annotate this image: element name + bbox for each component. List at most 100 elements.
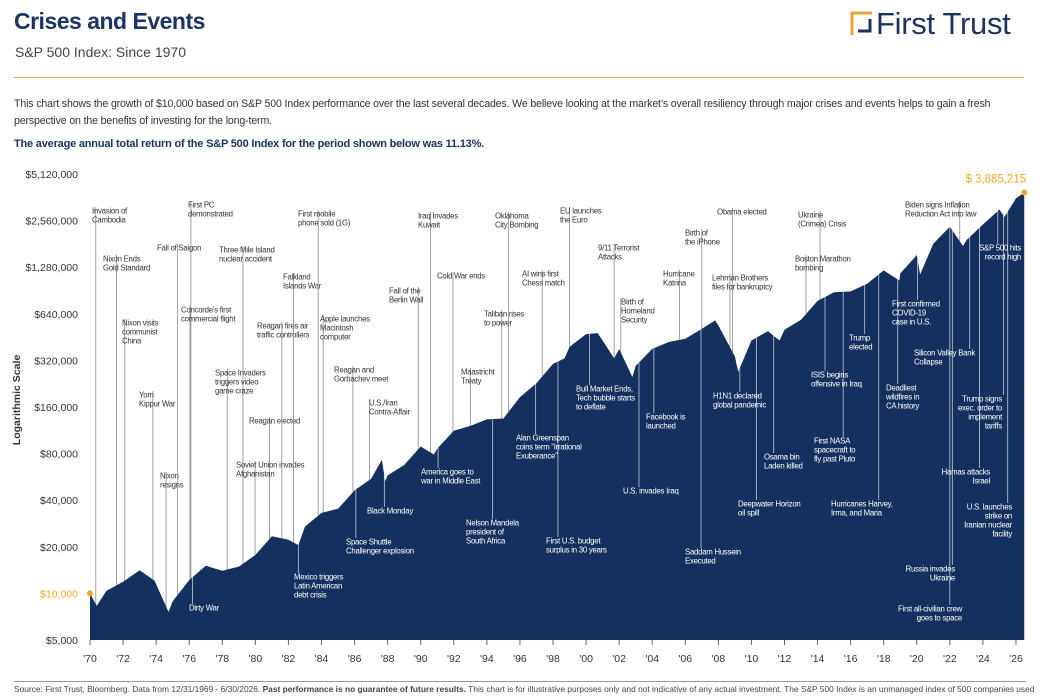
annotation: Nixon visits xyxy=(122,319,159,328)
annotation: First mobile xyxy=(298,210,335,219)
annotation: strike on xyxy=(985,512,1012,521)
annotation: global pandemic xyxy=(713,401,766,410)
annotation: Berlin Wall xyxy=(389,296,424,305)
annotation: Black Monday xyxy=(367,507,413,516)
annotation: Gold Standard xyxy=(103,264,150,273)
annotation: surplus in 30 years xyxy=(546,546,607,555)
subtitle: S&P 500 Index: Since 1970 xyxy=(15,44,186,60)
annotation: U.S./Iran xyxy=(369,399,398,408)
annotation: Kuwait xyxy=(418,221,441,230)
annotation: Hurricanes Harvey, xyxy=(831,500,893,509)
annotation: Israel xyxy=(972,477,990,486)
annotation: Trump xyxy=(849,334,871,343)
x-tick-label: '96 xyxy=(513,653,527,665)
annotation: ISIS begins xyxy=(811,371,848,380)
x-tick-label: '02 xyxy=(612,653,626,665)
annotation: Nixon Ends xyxy=(103,255,141,264)
annotation: to power xyxy=(484,319,513,328)
annotation: Reagan and xyxy=(334,366,374,375)
footer-note: This chart is for illustrative purposes … xyxy=(468,684,1034,694)
annotation: Reduction Act into law xyxy=(905,210,977,219)
x-tick-label: '82 xyxy=(282,653,296,665)
annotation: Maastricht xyxy=(461,368,496,377)
y-axis-title: Logarithmic Scale xyxy=(11,355,23,446)
annotation: Tech bubble starts xyxy=(576,394,635,403)
annotation: exec. order to xyxy=(958,404,1003,413)
annotation: launched xyxy=(646,422,676,431)
annotation: Nelson Mandela xyxy=(466,519,520,528)
annotation: Bull Market Ends, xyxy=(576,385,633,394)
annotation: Cambodia xyxy=(92,216,126,225)
x-tick-label: '84 xyxy=(315,653,329,665)
annotation: Laden killed xyxy=(764,462,803,471)
annotation: resigns xyxy=(160,481,184,490)
annotation: Concorde’s first xyxy=(181,306,232,315)
annotation: spacecraft to xyxy=(814,446,856,455)
annotation: Kippur War xyxy=(139,400,176,409)
logo-icon xyxy=(850,11,872,35)
annotation: Hamas attacks xyxy=(942,468,991,477)
annotation: Osama bin xyxy=(764,453,799,462)
annotation: Security xyxy=(621,316,648,325)
x-tick-label: '24 xyxy=(976,653,990,665)
x-tick-label: '78 xyxy=(215,653,229,665)
annotation: COVID-19 xyxy=(892,309,926,318)
footer: Source: First Trust, Bloomberg. Data fro… xyxy=(14,684,1034,694)
x-tick-label: '14 xyxy=(811,653,825,665)
annotation: China xyxy=(122,337,142,346)
annotation: the iPhone xyxy=(685,238,720,247)
separator xyxy=(14,681,1026,682)
annotation: (Crimea) Crisis xyxy=(798,220,847,229)
annotation: Treaty xyxy=(461,377,482,386)
footer-disclaimer: Past performance is no guarantee of futu… xyxy=(262,684,466,694)
annotation: record high xyxy=(985,253,1021,262)
annotation: Ukraine xyxy=(798,211,823,220)
annotation: Russia invades xyxy=(906,565,956,574)
annotation: U.S. invades Iraq xyxy=(623,487,679,496)
annotation: Birth of xyxy=(685,229,709,238)
y-tick-label: $1,280,000 xyxy=(25,262,78,274)
annotation: Executed xyxy=(685,557,716,566)
x-tick-label: '80 xyxy=(249,653,263,665)
y-tick-label: $40,000 xyxy=(40,495,78,507)
annotation: S&P 500 hits xyxy=(979,244,1021,253)
annotation: Gorbachev meet xyxy=(334,375,389,384)
annotation: fly past Pluto xyxy=(814,455,856,464)
x-tick-label: '72 xyxy=(116,653,130,665)
x-tick-label: '10 xyxy=(745,653,759,665)
annotation: triggers video xyxy=(215,378,259,387)
annotation: CA history xyxy=(886,402,919,411)
x-tick-label: '20 xyxy=(910,653,924,665)
x-tick-label: '18 xyxy=(877,653,891,665)
annotation: Chess match xyxy=(522,279,565,288)
annotation: offensive in Iraq xyxy=(811,380,862,389)
annotation: Attacks xyxy=(598,253,622,262)
annotation: EU launches xyxy=(560,207,602,216)
annotation: Space Invaders xyxy=(215,369,266,378)
annotation: Fall of the xyxy=(389,287,421,296)
annotation: Hurricane xyxy=(663,270,695,279)
annotation: Dirty War xyxy=(189,604,220,613)
annotation: First PC xyxy=(188,201,215,210)
annotation: Silicon Valley Bank xyxy=(914,349,975,358)
y-tick-label: $2,560,000 xyxy=(25,216,78,228)
x-tick-label: '12 xyxy=(778,653,792,665)
annotation: City Bombing xyxy=(495,221,538,230)
annotation: Space Shuttle xyxy=(346,538,391,547)
annotation: the Euro xyxy=(560,216,588,225)
annotation: Alan Greenspan xyxy=(516,434,569,443)
annotation: president of xyxy=(466,528,505,537)
separator xyxy=(14,77,1024,78)
x-tick-label: '16 xyxy=(844,653,858,665)
annotation: Iraq Invades xyxy=(418,212,458,221)
x-tick-label: '04 xyxy=(645,653,659,665)
annotation: U.S. launches xyxy=(967,503,1013,512)
annotation: Deadliest xyxy=(886,384,917,393)
annotation: Latin American xyxy=(294,582,342,591)
annotation: South Africa xyxy=(466,537,506,546)
annotation: Deepwater Horizon xyxy=(738,500,801,509)
annotation: First confirmed xyxy=(892,300,940,309)
annotation: Afghanistan xyxy=(236,470,274,479)
annotation: Irma, and Maria xyxy=(831,509,883,518)
annotation: war in Middle East xyxy=(420,477,481,486)
